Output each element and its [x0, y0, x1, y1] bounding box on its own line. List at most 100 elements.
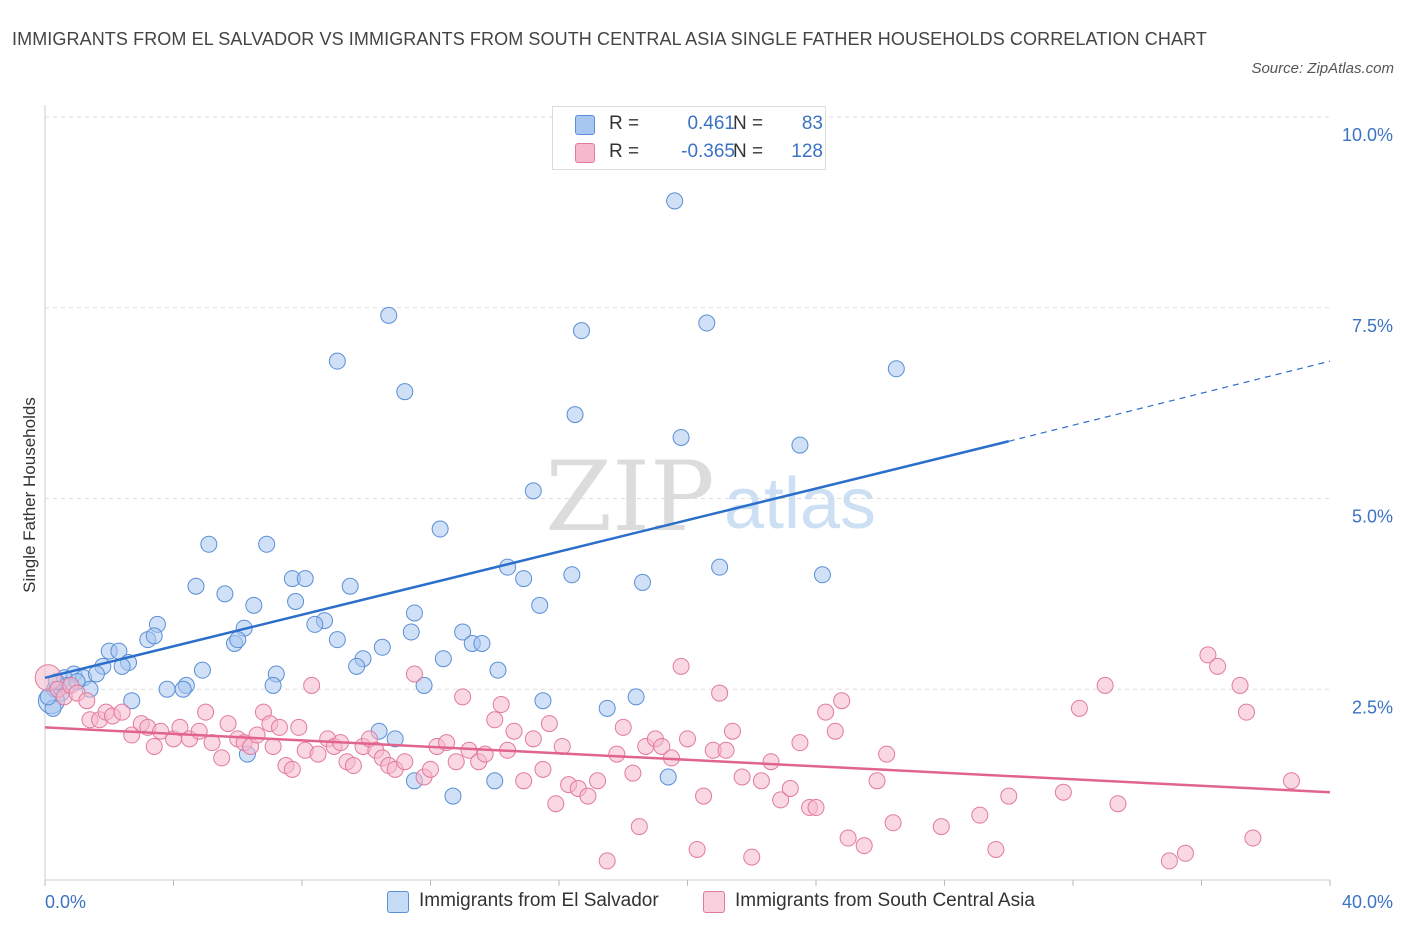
el-salvador-point-79 — [444, 787, 462, 805]
el-salvador-point-23 — [341, 577, 359, 595]
el-salvador-point-6 — [396, 383, 414, 401]
el-salvador-point-8 — [672, 428, 690, 446]
trend-line-el-salvador — [44, 440, 1010, 680]
el-salvador-point-50 — [193, 661, 211, 679]
legend-r-value: 0.461 — [687, 113, 735, 134]
el-salvador-point-27 — [531, 596, 549, 614]
el-salvador-point-18 — [634, 573, 652, 591]
south-central-asia-point-23 — [219, 715, 237, 733]
south-central-asia-point-83 — [672, 657, 690, 675]
south-central-asia-point-116 — [1160, 852, 1178, 870]
south-central-asia-point-104 — [855, 837, 873, 855]
south-central-asia-point-65 — [524, 730, 542, 748]
y-tick-labels: 2.5% 5.0% 7.5% 10.0% — [1342, 125, 1393, 717]
x-tick-label-max: 40.0% — [1342, 892, 1393, 912]
south-central-asia-point-95 — [772, 791, 790, 809]
south-central-asia-point-118 — [1199, 646, 1217, 664]
south-central-asia-point-115 — [1109, 795, 1127, 813]
south-central-asia-point-112 — [1054, 783, 1072, 801]
south-central-asia-point-114 — [1096, 676, 1114, 694]
south-central-asia-point-49 — [396, 753, 414, 771]
south-central-asia-point-103 — [839, 829, 857, 847]
el-salvador-point-48 — [348, 657, 366, 675]
south-central-asia-point-77 — [624, 764, 642, 782]
south-central-asia-point-20 — [197, 703, 215, 721]
el-salvador-point-55 — [87, 665, 105, 683]
south-central-asia-point-19 — [190, 722, 208, 740]
el-salvador-point-5 — [887, 360, 905, 378]
bottom-legend-swatch-el-salvador — [387, 891, 409, 913]
el-salvador-point-41 — [473, 634, 491, 652]
el-salvador-point-16 — [563, 566, 581, 584]
south-central-asia-point-110 — [1000, 787, 1018, 805]
south-central-asia-point-34 — [290, 718, 308, 736]
trend-line-south-central-asia — [44, 726, 1331, 794]
south-central-asia-point-55 — [447, 753, 465, 771]
south-central-asia-point-86 — [695, 787, 713, 805]
legend-n-value: 83 — [801, 113, 823, 134]
south-central-asia-point-56 — [454, 688, 472, 706]
y-tick-label-3: 10.0% — [1342, 125, 1393, 145]
y-tick-label-0: 2.5% — [1352, 697, 1393, 717]
south-central-asia-point-50 — [405, 665, 423, 683]
el-salvador-point-34 — [454, 623, 472, 641]
el-salvador-point-3 — [572, 322, 590, 340]
el-salvador-point-68 — [534, 692, 552, 710]
el-salvador-point-15 — [711, 558, 729, 576]
el-salvador-point-22 — [187, 577, 205, 595]
el-salvador-point-69 — [627, 688, 645, 706]
south-central-asia-point-36 — [303, 676, 321, 694]
south-central-asia-point-76 — [614, 718, 632, 736]
el-salvador-point-62 — [174, 680, 192, 698]
el-salvador-point-39 — [328, 631, 346, 649]
legend-swatch-south-central-asia — [575, 143, 595, 163]
watermark-zip: ZIP — [545, 441, 714, 553]
el-salvador-point-2 — [698, 314, 716, 332]
el-salvador-point-61 — [158, 680, 176, 698]
south-central-asia-point-97 — [791, 734, 809, 752]
south-central-asia-point-107 — [884, 814, 902, 832]
south-central-asia-point-120 — [1231, 676, 1249, 694]
legend-r-label: R = — [609, 113, 640, 134]
south-central-asia-point-61 — [492, 696, 510, 714]
south-central-asia-point-14 — [145, 737, 163, 755]
el-salvador-point-17 — [813, 566, 831, 584]
el-salvador-point-10 — [524, 482, 542, 500]
south-central-asia-point-90 — [723, 722, 741, 740]
trend-lines — [44, 360, 1331, 794]
south-central-asia-point-100 — [817, 703, 835, 721]
south-central-asia-point-72 — [579, 787, 597, 805]
legend-r-value: -0.365 — [681, 141, 735, 162]
south-central-asia-point-113 — [1070, 699, 1088, 717]
el-salvador-point-14 — [499, 558, 517, 576]
south-central-asia-point-123 — [1282, 772, 1300, 790]
south-central-asia-point-64 — [515, 772, 533, 790]
el-salvador-point-9 — [791, 436, 809, 454]
south-central-asia-point-108 — [932, 818, 950, 836]
south-central-asia-point-74 — [598, 852, 616, 870]
south-central-asia-point-42 — [344, 757, 362, 775]
bottom-legend-label-el-salvador: Immigrants from El Salvador — [419, 890, 659, 911]
el-salvador-point-4 — [328, 352, 346, 370]
south-central-asia-point-63 — [505, 722, 523, 740]
el-salvador-point-78 — [659, 768, 677, 786]
south-central-asia-point-91 — [733, 768, 751, 786]
bottom-legend-label-south-central-asia: Immigrants from South Central Asia — [735, 890, 1035, 911]
el-salvador-point-0 — [666, 192, 684, 210]
el-salvador-point-25 — [287, 593, 305, 611]
el-salvador-point-51 — [489, 661, 507, 679]
source-label: Source: ZipAtlas.com — [1251, 60, 1394, 77]
trend-line-el-salvador-extension — [1008, 360, 1331, 442]
bottom-legend-swatch-south-central-asia — [703, 891, 725, 913]
watermark-atlas: atlas — [724, 464, 876, 544]
south-central-asia-point-121 — [1237, 703, 1255, 721]
south-central-asia-point-94 — [762, 753, 780, 771]
el-salvador-point-42 — [373, 638, 391, 656]
south-central-asia-point-52 — [422, 760, 439, 778]
south-central-asia-point-109 — [971, 806, 989, 824]
south-central-asia-point-60 — [486, 711, 504, 729]
south-central-asia-point-101 — [826, 722, 844, 740]
south-central-asia-point-10 — [113, 703, 131, 721]
south-central-asia-point-111 — [987, 840, 1005, 858]
